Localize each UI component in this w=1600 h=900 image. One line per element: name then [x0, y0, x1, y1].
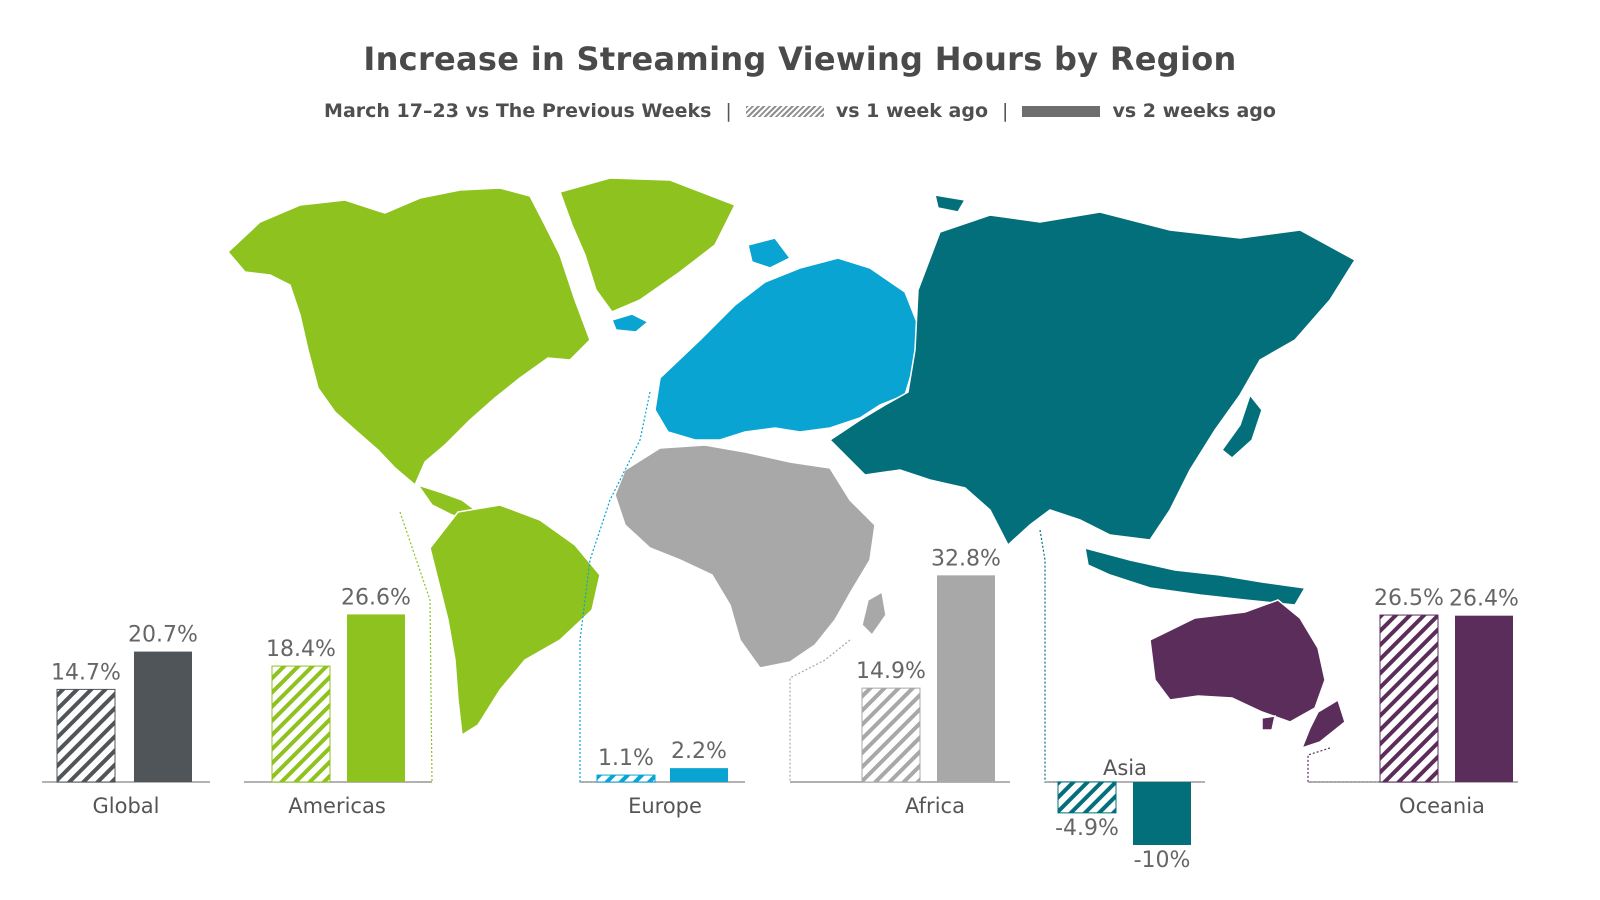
bar-asia-1wk: [1057, 781, 1117, 814]
bar-oceania-2wk: [1455, 615, 1513, 782]
value-label-americas-1wk: 18.4%: [266, 637, 336, 662]
map-arctic-islands: [934, 194, 967, 213]
bar-oceania-1wk: [1379, 614, 1439, 783]
legend-item-1wk: vs 1 week ago: [745, 100, 989, 122]
map-south-america: [429, 504, 601, 737]
value-label-africa-1wk: 14.9%: [856, 659, 926, 684]
region-label-oceania: Oceania: [1399, 794, 1485, 818]
legend-label-2wk: vs 2 weeks ago: [1112, 100, 1276, 122]
bar-africa-2wk: [937, 575, 995, 782]
map-north-america: [226, 187, 591, 487]
value-label-global-2wk: 20.7%: [128, 623, 198, 648]
value-label-europe-2wk: 2.2%: [671, 739, 727, 764]
region-label-europe: Europe: [628, 794, 702, 818]
bar-group-americas: 18.4% 26.6% Americas: [244, 585, 432, 818]
bar-americas-1wk: [271, 665, 331, 783]
leader-africa: [789, 639, 860, 783]
bar-europe-2wk: [670, 768, 728, 782]
legend-swatch-solid: [1022, 105, 1101, 117]
bar-group-global: 14.7% 20.7% Global: [42, 623, 210, 818]
bar-group-africa: 14.9% 32.8% Africa: [790, 546, 1010, 818]
value-label-asia-1wk: -4.9%: [1055, 816, 1119, 841]
chart-title: Increase in Streaming Viewing Hours by R…: [363, 40, 1237, 78]
value-label-europe-1wk: 1.1%: [598, 746, 654, 771]
leader-asia: [1039, 529, 1060, 783]
legend-swatch-hatched: [745, 105, 824, 117]
chart-subtitle: March 17–23 vs The Previous Weeks: [324, 100, 712, 122]
value-label-oceania-2wk: 26.4%: [1449, 587, 1519, 612]
legend-item-2wk: vs 2 weeks ago: [1022, 100, 1276, 122]
legend-separator: |: [1002, 100, 1009, 122]
legend-label-1wk: vs 1 week ago: [835, 100, 989, 122]
map-scandinavia-north: [747, 237, 792, 269]
region-label-global: Global: [93, 794, 160, 818]
map-madagascar: [861, 590, 887, 637]
bar-group-asia: -4.9% -10% Asia: [1045, 756, 1205, 873]
region-label-asia: Asia: [1103, 756, 1147, 780]
bar-americas-2wk: [347, 614, 405, 782]
bar-global-2wk: [134, 651, 192, 782]
map-greenland: [559, 177, 737, 313]
map-tasmania: [1261, 715, 1276, 731]
bars-layer: 14.7% 20.7% Global 18.4% 26.6% Americas 1.1% 2.…: [42, 546, 1519, 873]
subtitle-separator: |: [725, 100, 732, 122]
map-new-zealand: [1300, 698, 1346, 750]
value-label-asia-2wk: -10%: [1134, 848, 1191, 873]
bar-group-oceania: 26.5% 26.4% Oceania: [1308, 586, 1519, 818]
value-label-americas-2wk: 26.6%: [341, 585, 411, 610]
map-japan: [1220, 393, 1263, 459]
bar-global-1wk: [56, 688, 116, 783]
value-label-oceania-1wk: 26.5%: [1374, 586, 1444, 611]
leader-oceania: [1307, 747, 1380, 783]
map-iceland: [610, 313, 650, 333]
value-label-global-1wk: 14.7%: [51, 660, 121, 685]
bar-asia-2wk: [1133, 782, 1191, 845]
bar-europe-1wk: [596, 774, 656, 783]
map-asia: [828, 211, 1357, 547]
value-label-africa-2wk: 32.8%: [931, 546, 1001, 571]
bar-group-europe: 1.1% 2.2% Europe: [580, 739, 745, 818]
region-label-americas: Americas: [288, 794, 386, 818]
bar-africa-1wk: [861, 687, 921, 783]
map-australia: [1149, 599, 1326, 723]
map-indonesia: [1084, 546, 1307, 606]
region-label-africa: Africa: [905, 794, 965, 818]
chart-subtitle-row: March 17–23 vs The Previous Weeks | vs 1…: [0, 100, 1600, 122]
map-africa: [614, 444, 876, 669]
